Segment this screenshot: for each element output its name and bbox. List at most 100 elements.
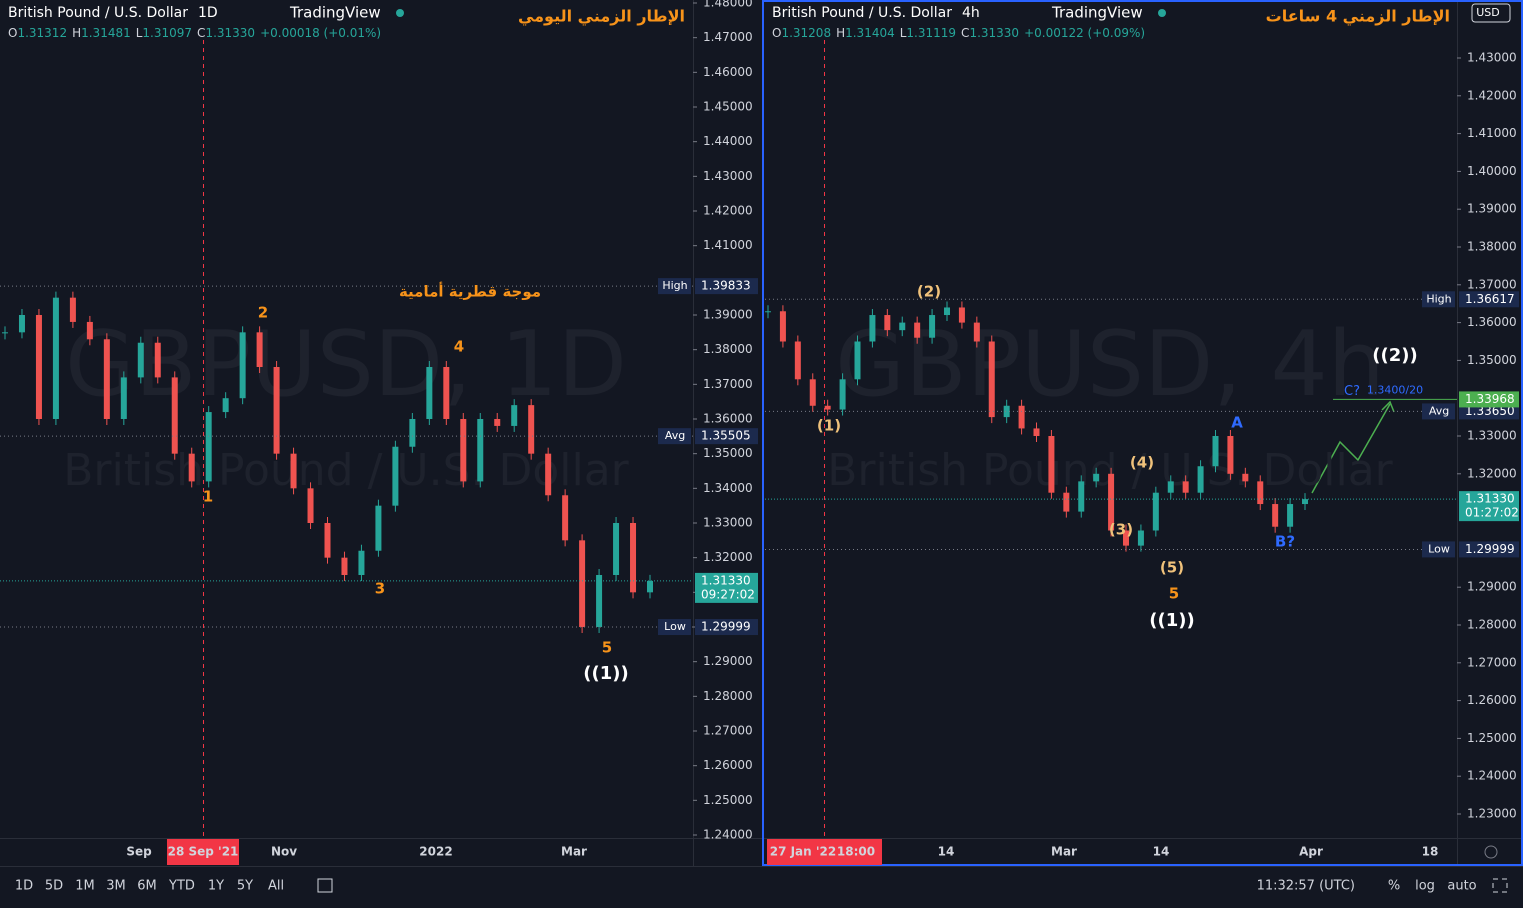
fullscreen-icon[interactable] [1492, 878, 1508, 893]
ohlc-key: C [961, 26, 969, 40]
candle [1063, 492, 1070, 512]
y-tick-label: 1.37000 [703, 377, 753, 391]
candle [409, 419, 416, 447]
range-button[interactable]: 5D [45, 879, 63, 894]
level-value: 1.33650 [1465, 404, 1515, 418]
time-label: 2022 [419, 845, 452, 859]
level-value: 1.29999 [1465, 542, 1515, 556]
candle [1048, 436, 1055, 493]
ohlc-key: L [136, 26, 143, 40]
y-tick-label: 1.33000 [703, 516, 753, 530]
pane-title: الإطار الزمني 4 ساعات [1266, 7, 1450, 27]
candle [1182, 481, 1189, 493]
wave-label: (5) [1160, 559, 1184, 577]
candle [52, 297, 59, 419]
wave-label: 1 [203, 488, 213, 506]
candle [154, 342, 161, 378]
target-box [1459, 391, 1519, 408]
candle [779, 311, 786, 342]
y-tick-label: 1.34000 [703, 481, 753, 495]
y-tick-label: 1.27000 [703, 724, 753, 738]
currency-box[interactable] [1471, 3, 1511, 23]
candle [914, 322, 921, 338]
time-label: 28 Sep '21 [168, 845, 239, 859]
level-value-box [1459, 291, 1519, 308]
candle [1018, 405, 1025, 429]
range-button[interactable]: All [268, 879, 284, 894]
candle [494, 419, 501, 426]
candle [188, 453, 195, 482]
candle [899, 322, 906, 331]
level-name-box [1422, 291, 1455, 308]
candle [460, 419, 467, 482]
ohlc-key: O [772, 26, 781, 40]
candle [18, 315, 25, 333]
level-name: Low [664, 620, 686, 633]
time-label: 18:00 [837, 845, 875, 859]
range-button[interactable]: 1M [75, 879, 95, 894]
range-button[interactable]: 3M [106, 879, 126, 894]
candle [929, 315, 936, 338]
ohlc-value: 1.31330 [969, 26, 1019, 40]
level-value-box [695, 619, 758, 636]
candle [324, 523, 331, 558]
log-toggle[interactable]: log [1415, 879, 1435, 894]
percent-toggle[interactable]: % [1388, 879, 1400, 894]
y-tick-label: 1.29000 [703, 654, 753, 668]
candle [273, 367, 280, 454]
candle [1108, 473, 1115, 531]
range-button[interactable]: 1D [15, 879, 33, 894]
wave-label: 5 [1169, 585, 1179, 603]
level-name-box [1422, 541, 1455, 558]
candle [205, 412, 212, 482]
time-label: Nov [271, 845, 297, 859]
candle [256, 332, 263, 367]
currency[interactable]: USD [1476, 6, 1500, 19]
level-value-box [695, 278, 758, 295]
y-tick-label: 1.42000 [703, 204, 753, 218]
candle [2, 332, 8, 334]
crosshair-time-box [167, 839, 239, 865]
y-tick-label: 1.41000 [703, 238, 753, 252]
last-price: 1.31330 [701, 573, 751, 587]
y-tick-label: 1.38000 [1467, 240, 1517, 254]
wave-label: ((2)) [1372, 345, 1417, 366]
y-tick-label: 1.39000 [1467, 202, 1517, 216]
watermark-sub: British Pound / U.S. Dollar [63, 445, 629, 496]
range-button[interactable]: 6M [137, 879, 157, 894]
y-tick-label: 1.28000 [703, 689, 753, 703]
ohlc-value: +0.00122 (+0.09%) [1024, 26, 1145, 40]
candle [290, 453, 297, 489]
level-name-box [658, 428, 691, 445]
pane-title: الإطار الزمني اليومي [518, 7, 685, 27]
ohlc-key: H [72, 26, 81, 40]
countdown: 01:27:02 [1465, 506, 1519, 520]
y-tick-label: 1.33000 [1467, 429, 1517, 443]
candle [1078, 481, 1085, 512]
candle [1257, 481, 1264, 505]
y-tick-label: 1.37000 [1467, 277, 1517, 291]
candle [973, 322, 980, 342]
candle [341, 557, 348, 575]
range-button[interactable]: YTD [168, 879, 195, 894]
y-tick-label: 1.43000 [1467, 51, 1517, 65]
compare-icon[interactable] [317, 878, 333, 893]
settings-icon[interactable] [1484, 845, 1498, 859]
auto-toggle[interactable]: auto [1447, 879, 1476, 894]
candle [239, 332, 246, 399]
last-price: 1.31330 [1465, 492, 1515, 506]
wave-label: ((1)) [1149, 610, 1194, 631]
candle [854, 341, 861, 380]
candle [1003, 405, 1010, 418]
clock: 11:32:57 (UTC) [1257, 879, 1355, 894]
level-name: Avg [1429, 404, 1449, 417]
y-tick-label: 1.26000 [1467, 693, 1517, 707]
range-button[interactable]: 1Y [208, 879, 224, 894]
symbol: British Pound / U.S. Dollar [772, 5, 952, 21]
wave-label: ((1)) [583, 663, 628, 684]
candle [307, 488, 314, 523]
candle [69, 297, 76, 322]
level-name: Avg [665, 429, 685, 442]
range-button[interactable]: 5Y [237, 879, 253, 894]
